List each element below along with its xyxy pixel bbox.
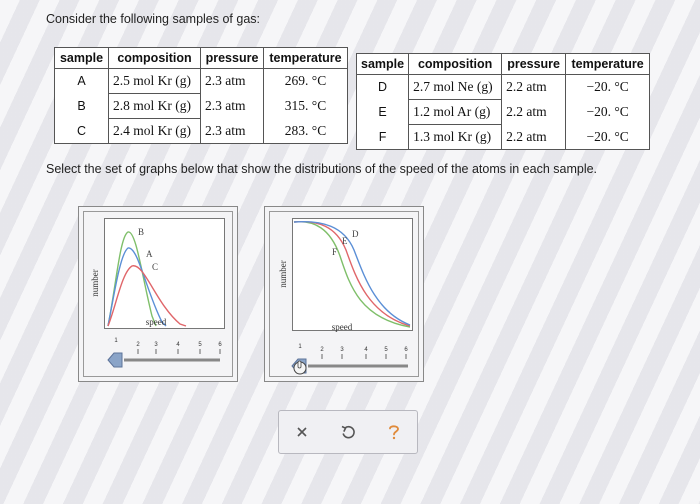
curve-label-f: F (332, 247, 337, 257)
table-row: A 2.5 mol Kr (g) 2.3 atm 269. °C (54, 68, 348, 94)
temperature-cell: −20. °C (565, 99, 651, 125)
table-row: F 1.3 mol Kr (g) 2.2 atm −20. °C (355, 124, 651, 150)
sample-label: D (355, 74, 410, 100)
hand-cursor-icon (293, 360, 307, 375)
slider-tick-label: 3 (154, 342, 158, 348)
x-axis-label: speed (332, 322, 353, 332)
graph-inner-frame (83, 211, 233, 377)
slider-tick-label: 6 (404, 347, 408, 353)
slider-tick-label: 2 (320, 347, 324, 353)
header-sample: sample (355, 53, 410, 75)
graph-option-1[interactable]: number B A C speed 1 2 3 4 5 6 (78, 206, 238, 382)
slider-tick-label: 5 (198, 342, 202, 348)
table-header-row: sample composition pressure temperature (54, 47, 348, 69)
sample-label: E (355, 99, 410, 125)
y-axis-label: number (278, 260, 288, 288)
curve-label-e: E (342, 236, 348, 246)
samples-table-left: sample composition pressure temperature … (54, 47, 348, 144)
curve-label-a: A (146, 249, 153, 259)
plot-area (292, 218, 413, 331)
curve-label-b: B (138, 227, 144, 237)
question-prompt: Consider the following samples of gas: (46, 12, 261, 26)
pressure-cell: 2.2 atm (501, 99, 567, 125)
table-row: D 2.7 mol Ne (g) 2.2 atm −20. °C (355, 74, 651, 100)
temperature-cell: −20. °C (565, 74, 651, 100)
slider-tick-label: 5 (384, 347, 388, 353)
composition-cell: 2.7 mol Ne (g) (408, 74, 503, 100)
curve-f (293, 220, 411, 326)
table-row: B 2.8 mol Kr (g) 2.3 atm 315. °C (54, 93, 348, 119)
header-sample: sample (54, 47, 109, 69)
slider-tick-label: 3 (340, 347, 344, 353)
slider-tick-label: 6 (218, 342, 222, 348)
help-icon (389, 425, 399, 440)
slider-tick-label: 4 (364, 347, 368, 353)
help-button[interactable] (378, 416, 410, 448)
composition-cell: 1.2 mol Ar (g) (408, 99, 503, 125)
composition-cell: 2.8 mol Kr (g) (108, 93, 201, 119)
table-header-row: sample composition pressure temperature (355, 53, 651, 75)
y-axis-label: number (90, 269, 100, 297)
curve-c (107, 265, 187, 327)
pressure-cell: 2.3 atm (200, 93, 264, 119)
slider-tick-label: 2 (136, 342, 140, 348)
pressure-cell: 2.2 atm (501, 124, 567, 150)
pressure-cell: 2.2 atm (501, 74, 567, 100)
composition-cell: 2.5 mol Kr (g) (108, 68, 201, 94)
pressure-cell: 2.3 atm (200, 118, 264, 144)
header-temperature: temperature (565, 53, 651, 75)
curve-d (293, 221, 411, 328)
sample-label: F (355, 124, 410, 150)
slider-thumb[interactable] (107, 352, 123, 368)
slider-tick-label: 1 (114, 338, 118, 344)
slider[interactable]: 1 2 3 4 5 6 (291, 344, 408, 375)
table-row: C 2.4 mol Kr (g) 2.3 atm 283. °C (54, 118, 348, 144)
slider[interactable]: 1 2 3 4 5 6 (107, 338, 222, 368)
curve-a (107, 247, 167, 327)
composition-cell: 2.4 mol Kr (g) (108, 118, 201, 144)
clear-button[interactable] (286, 416, 318, 448)
temperature-cell: −20. °C (565, 124, 651, 150)
samples-table-right: sample composition pressure temperature … (355, 53, 651, 150)
graph-inner-frame (269, 211, 419, 377)
table-row: E 1.2 mol Ar (g) 2.2 atm −20. °C (355, 99, 651, 125)
header-pressure: pressure (200, 47, 264, 69)
sample-label: A (54, 68, 109, 94)
composition-cell: 1.3 mol Kr (g) (408, 124, 503, 150)
slider-tick-label: 1 (298, 344, 302, 350)
temperature-cell: 315. °C (263, 93, 348, 119)
header-composition: composition (108, 47, 201, 69)
header-pressure: pressure (501, 53, 567, 75)
header-composition: composition (408, 53, 503, 75)
curve-label-c: C (152, 262, 158, 272)
undo-icon (341, 425, 355, 439)
sample-label: C (54, 118, 109, 144)
plot-area (104, 218, 225, 329)
x-axis-label: speed (146, 317, 167, 327)
header-temperature: temperature (263, 47, 348, 69)
temperature-cell: 283. °C (263, 118, 348, 144)
slider-tick-label: 4 (176, 342, 180, 348)
question-instruction: Select the set of graphs below that show… (46, 162, 598, 176)
curve-label-d: D (352, 229, 359, 239)
sample-label: B (54, 93, 109, 119)
curve-b (107, 231, 157, 327)
answer-toolbar (278, 410, 418, 454)
close-icon (297, 427, 307, 437)
undo-button[interactable] (332, 416, 364, 448)
graph-option-2[interactable]: number D E F speed 1 2 3 4 5 6 (264, 206, 424, 382)
pressure-cell: 2.3 atm (200, 68, 264, 94)
temperature-cell: 269. °C (263, 68, 348, 94)
